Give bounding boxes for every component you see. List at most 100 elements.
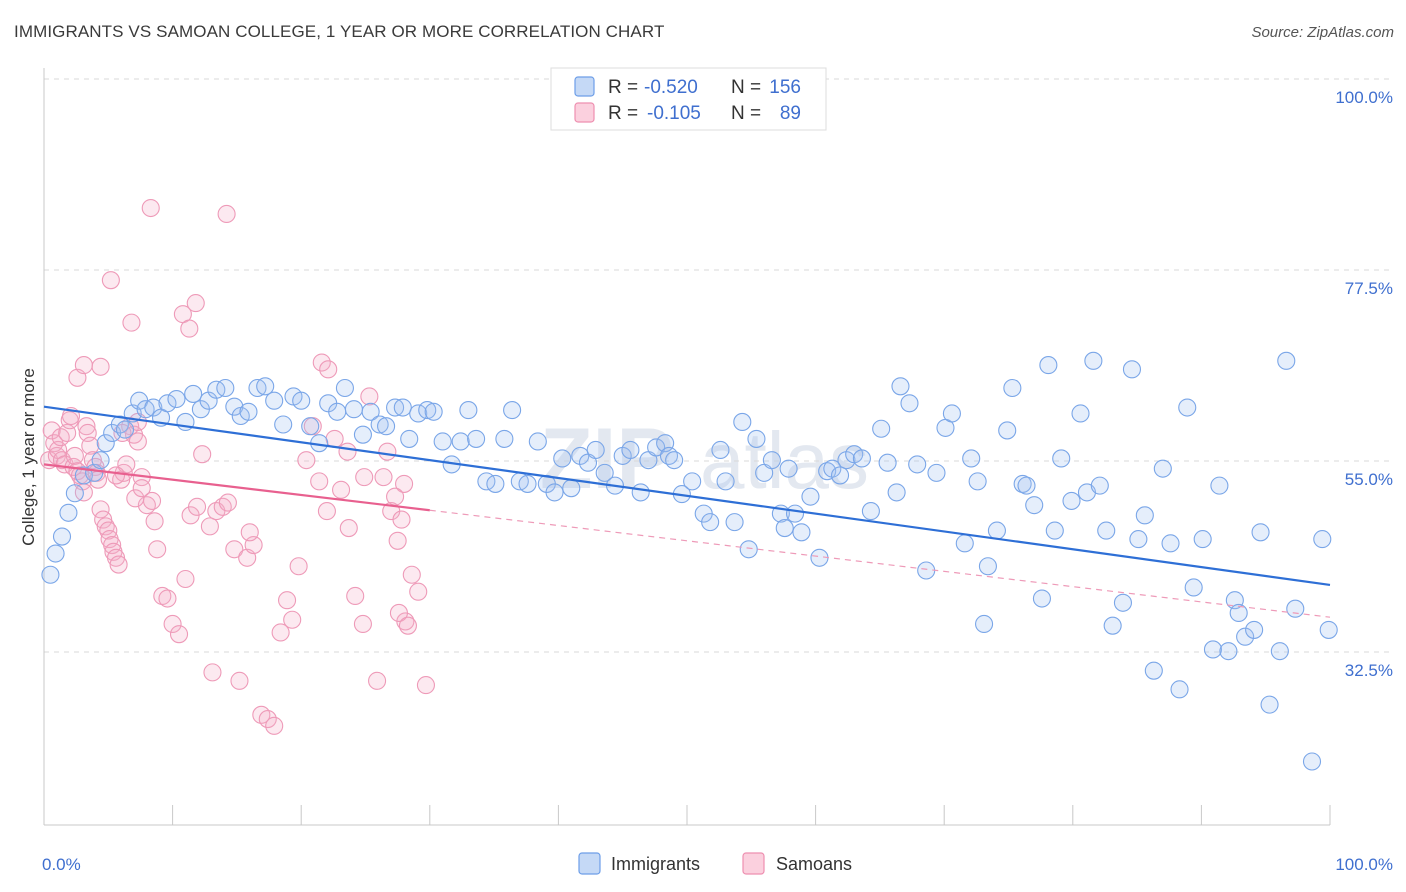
samoans-point bbox=[368, 671, 387, 690]
y-tick-label: 55.0% bbox=[1345, 470, 1393, 489]
immigrants-point bbox=[1153, 459, 1172, 478]
samoans-point bbox=[392, 510, 411, 529]
immigrants-point bbox=[1286, 599, 1305, 618]
immigrants-point bbox=[495, 429, 514, 448]
immigrants-point bbox=[503, 401, 522, 420]
series-legend: Immigrants Samoans bbox=[578, 852, 852, 875]
immigrants-point bbox=[335, 378, 354, 398]
immigrants-point bbox=[216, 378, 235, 398]
immigrants-point bbox=[265, 391, 284, 410]
samoans-point bbox=[240, 523, 259, 542]
samoans-point bbox=[278, 591, 297, 610]
immigrants-point bbox=[1170, 680, 1189, 699]
samoans-point bbox=[310, 472, 329, 491]
samoans-point bbox=[339, 519, 358, 538]
samoans-point bbox=[109, 555, 128, 574]
samoans-point bbox=[388, 531, 407, 550]
immigrants-point bbox=[975, 614, 994, 634]
source-credit: Source: ZipAtlas.com bbox=[1251, 24, 1394, 41]
immigrants-point bbox=[91, 451, 110, 470]
immigrants-point bbox=[486, 474, 505, 493]
immigrants-point bbox=[908, 455, 927, 474]
immigrants-point bbox=[1129, 530, 1148, 549]
immigrants-point bbox=[1025, 496, 1044, 515]
immigrants-point bbox=[1277, 351, 1296, 370]
immigrants-point bbox=[878, 453, 897, 472]
immigrants-point bbox=[424, 402, 443, 421]
immigrants-point bbox=[1236, 627, 1255, 646]
immigrants-point bbox=[144, 398, 163, 417]
immigrants-point bbox=[1090, 476, 1109, 495]
immigrants-point bbox=[1245, 620, 1264, 639]
legend-swatch-samoans bbox=[574, 102, 595, 123]
immigrants-point bbox=[115, 420, 135, 439]
immigrants-point bbox=[1178, 398, 1197, 417]
samoans-point bbox=[346, 586, 365, 606]
immigrants-point bbox=[1313, 530, 1332, 549]
immigrants-point bbox=[52, 527, 72, 546]
trend-lines bbox=[43, 405, 1331, 618]
immigrants-point bbox=[239, 402, 258, 421]
immigrants-point bbox=[518, 474, 537, 493]
immigrants-point bbox=[1144, 661, 1163, 680]
legend-n-label-2: N = bbox=[731, 103, 761, 124]
immigrants-point bbox=[1062, 491, 1081, 510]
immigrants-point bbox=[59, 503, 78, 522]
immigrants-point bbox=[377, 417, 396, 436]
immigrants-point bbox=[184, 384, 203, 403]
immigrants-point bbox=[1097, 521, 1116, 540]
immigrants-point bbox=[1260, 695, 1279, 714]
immigrants-point bbox=[683, 472, 702, 491]
samoans-point bbox=[395, 474, 414, 493]
immigrants-point bbox=[1319, 620, 1338, 639]
immigrants-point bbox=[927, 463, 946, 482]
immigrants-point bbox=[1045, 521, 1064, 540]
immigrants-point bbox=[467, 429, 486, 448]
immigrants-point bbox=[400, 429, 419, 448]
samoans-point bbox=[353, 614, 372, 634]
immigrants-point bbox=[167, 389, 186, 409]
samoans-point bbox=[163, 614, 182, 634]
immigrants-point bbox=[1270, 642, 1289, 661]
immigrants-point bbox=[393, 398, 412, 417]
immigrants-point bbox=[46, 544, 65, 563]
immigrants-point bbox=[528, 432, 547, 451]
immigrants-point bbox=[887, 483, 906, 502]
immigrants-point bbox=[1052, 449, 1071, 468]
immigrants-point bbox=[1103, 616, 1122, 635]
immigrants-point bbox=[917, 561, 936, 580]
samoans-point bbox=[91, 357, 110, 376]
samoans-point bbox=[217, 204, 236, 224]
samoans-point bbox=[203, 663, 222, 682]
immigrants-point bbox=[701, 513, 720, 532]
immigrants-point bbox=[41, 565, 60, 584]
immigrants-point bbox=[301, 417, 320, 436]
samoans-point bbox=[297, 451, 316, 470]
immigrants-point bbox=[1039, 356, 1058, 375]
immigrants-point bbox=[739, 540, 758, 559]
immigrants-point bbox=[872, 419, 891, 438]
immigrants-point bbox=[1084, 351, 1103, 370]
samoans-point bbox=[153, 586, 172, 606]
samoans-point bbox=[176, 569, 195, 589]
immigrants-point bbox=[433, 432, 452, 451]
immigrants-point bbox=[823, 459, 842, 478]
immigrants-point bbox=[586, 440, 605, 460]
legend-box bbox=[550, 67, 827, 131]
samoans-point bbox=[128, 432, 147, 451]
immigrants-point bbox=[1210, 476, 1229, 495]
samoans-point bbox=[81, 436, 100, 455]
immigrants-point bbox=[344, 400, 363, 419]
immigrants-point bbox=[978, 557, 997, 576]
samoans-point bbox=[338, 442, 357, 461]
y-tick-label: 77.5% bbox=[1345, 279, 1393, 298]
immigrants-point bbox=[1122, 360, 1142, 379]
immigrants-point bbox=[900, 394, 919, 413]
immigrants-point bbox=[386, 398, 405, 417]
legend-swatch-immigrants bbox=[574, 76, 595, 97]
samoans-point bbox=[186, 294, 205, 313]
immigrants-point bbox=[225, 397, 244, 416]
immigrants-point bbox=[779, 459, 798, 478]
samoans-point bbox=[225, 540, 244, 559]
